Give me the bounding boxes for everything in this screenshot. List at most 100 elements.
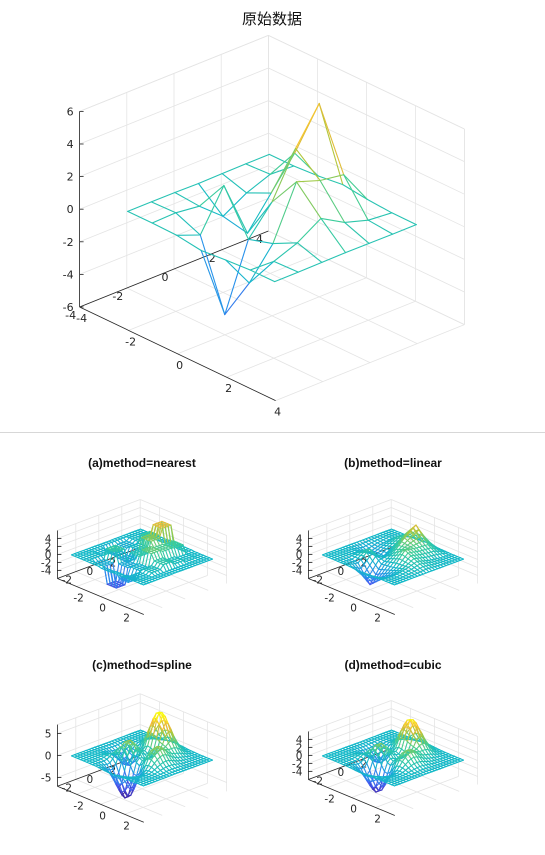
grid-line <box>268 230 465 325</box>
mesh-segment <box>115 754 120 765</box>
surface-mesh <box>321 719 465 793</box>
mesh-segment <box>147 553 152 569</box>
plot-spline: -505-202-202 <box>41 693 228 832</box>
mesh-segment <box>401 748 406 753</box>
mesh-segment <box>418 550 424 555</box>
mesh-segment <box>141 550 146 566</box>
mesh-segment <box>130 783 135 791</box>
mesh-segment <box>177 562 182 567</box>
mesh-segment <box>392 224 417 235</box>
mesh-segment <box>159 748 164 756</box>
mesh-segment <box>412 728 417 736</box>
mesh-segment <box>158 724 163 731</box>
mesh-segment <box>395 755 400 763</box>
mesh-segment <box>135 749 140 759</box>
x-tick-label: 0 <box>176 359 183 372</box>
mesh-segment <box>371 545 376 550</box>
mesh-segment <box>401 561 406 566</box>
mesh-segment <box>224 238 249 316</box>
mesh-segment <box>345 765 351 769</box>
mesh-segment <box>296 242 323 263</box>
mesh-segment <box>126 545 131 556</box>
mesh-segment <box>115 747 120 754</box>
mesh-segment <box>158 741 164 745</box>
x-axis-line <box>57 785 144 823</box>
mesh-segment <box>424 749 429 755</box>
mesh-segment <box>424 552 429 558</box>
mesh-segment <box>363 762 368 769</box>
mesh-segment <box>412 734 417 742</box>
mesh-segment <box>407 552 412 557</box>
mesh-segment <box>115 777 120 785</box>
z-tick-label: 0 <box>296 549 303 561</box>
x-axis-line <box>308 578 395 615</box>
mesh-segment <box>156 570 162 575</box>
mesh-segment <box>117 758 122 763</box>
mesh-segment <box>164 526 169 544</box>
mesh-segment <box>318 102 344 186</box>
mesh-segment <box>404 741 409 753</box>
mesh-segment <box>392 554 397 560</box>
mesh-segment <box>269 165 295 175</box>
mesh-segment <box>344 221 370 244</box>
mesh-segment <box>320 217 346 223</box>
mesh-segment <box>396 765 401 772</box>
mesh-segment <box>127 201 152 212</box>
y-tick-label: 2 <box>109 765 116 777</box>
mesh-segment <box>139 568 144 573</box>
mesh-segment <box>380 753 385 761</box>
mesh-segment <box>398 737 403 748</box>
mesh-segment <box>419 554 424 559</box>
mesh-segment <box>413 763 418 769</box>
mesh-segment <box>295 179 321 183</box>
mesh-segment <box>392 753 397 760</box>
mesh-segment <box>381 569 386 575</box>
mesh-segment <box>400 726 405 739</box>
mesh-segment <box>418 546 423 551</box>
mesh-segment <box>159 568 164 574</box>
grid-line <box>121 761 209 799</box>
mesh-segment <box>161 720 166 731</box>
mesh-segment <box>106 763 111 771</box>
mesh-segment <box>380 551 385 555</box>
mesh-segment <box>383 745 388 753</box>
mesh-segment <box>147 759 152 766</box>
mesh-segment <box>165 563 170 571</box>
mesh-segment <box>121 573 126 582</box>
mesh-segment <box>422 757 427 763</box>
mesh-segment <box>153 539 158 548</box>
mesh-segment <box>247 238 274 245</box>
mesh-segment <box>363 563 368 571</box>
z-tick-label: -2 <box>41 557 51 569</box>
mesh-segment <box>106 549 111 562</box>
mesh-segment <box>154 571 159 576</box>
mesh-segment <box>367 219 394 235</box>
mesh-segment <box>398 550 403 556</box>
grid-line <box>75 571 163 608</box>
mesh-segment <box>170 524 175 542</box>
y-tick-label: 0 <box>86 566 93 578</box>
mesh-segment <box>359 540 364 544</box>
mesh-segment <box>176 752 181 758</box>
mesh-segment <box>344 219 369 223</box>
mesh-segment <box>375 785 380 792</box>
grid-line <box>308 700 392 732</box>
mesh-segment <box>142 784 147 787</box>
y-tick-label: -2 <box>62 782 72 794</box>
mesh-segment <box>406 539 412 544</box>
mesh-segment <box>415 547 421 552</box>
z-tick-label: 6 <box>67 105 74 118</box>
mesh-segment <box>406 537 411 542</box>
mesh-segment <box>389 752 394 759</box>
mesh-segment <box>123 547 128 554</box>
mesh-segment <box>144 539 149 553</box>
mesh-segment <box>343 174 369 221</box>
z-tick-label: 0 <box>45 549 52 561</box>
mesh-segment <box>386 545 391 550</box>
x-axis-line <box>79 306 276 401</box>
mesh-segment <box>100 768 106 772</box>
mesh-segment <box>371 748 377 752</box>
mesh-segment <box>156 756 161 761</box>
grid-line <box>326 571 414 608</box>
mesh-segment <box>366 564 371 571</box>
